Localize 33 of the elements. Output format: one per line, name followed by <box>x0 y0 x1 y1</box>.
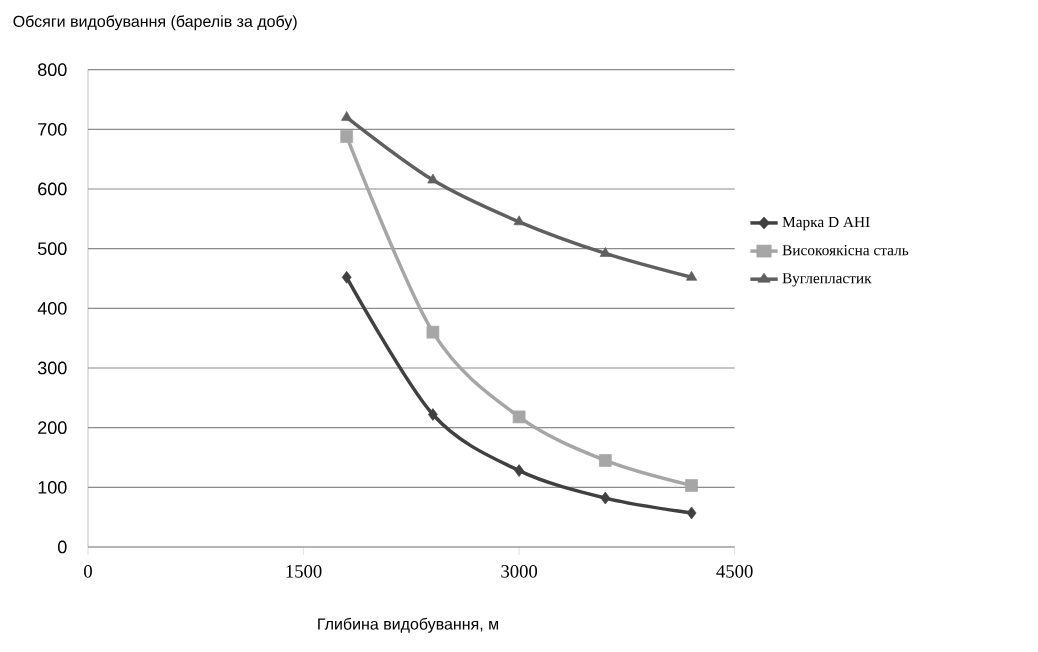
x-tick-label: 3000 <box>501 565 538 578</box>
y-tick-label: 0 <box>58 540 67 554</box>
point <box>513 215 525 226</box>
point <box>428 408 438 421</box>
point <box>341 270 352 284</box>
y-tick-label: 300 <box>37 361 67 375</box>
x-tick-label: 0 <box>84 565 92 578</box>
y-tick-label: 800 <box>38 63 67 77</box>
point <box>685 479 698 492</box>
point <box>686 506 697 520</box>
point <box>514 464 524 477</box>
y-tick-label: 100 <box>38 480 67 494</box>
y-tick-label: 200 <box>38 421 67 435</box>
point <box>599 454 612 467</box>
point <box>340 130 354 143</box>
y-axis-title: Обсяги видобування (барелів за добу) <box>13 15 297 31</box>
x-tick-label: 4500 <box>716 565 753 578</box>
x-tick-label: 1500 <box>286 565 322 578</box>
y-tick-label: 500 <box>37 242 67 256</box>
legend-label: Марка D АНІ <box>782 216 870 231</box>
point <box>599 247 611 257</box>
y-tick-label: 400 <box>37 301 67 315</box>
point <box>426 325 440 339</box>
x-axis-title: Глибина видобування, м <box>318 617 499 633</box>
point <box>686 270 698 281</box>
point <box>427 173 439 184</box>
legend-label: Вуглепластик <box>782 273 872 287</box>
point <box>512 410 526 424</box>
y-tick-label: 700 <box>38 122 67 136</box>
y-tick-label: 600 <box>38 182 67 196</box>
point <box>600 491 611 505</box>
point <box>341 111 353 121</box>
legend-label: Високоякісна сталь <box>782 245 909 256</box>
